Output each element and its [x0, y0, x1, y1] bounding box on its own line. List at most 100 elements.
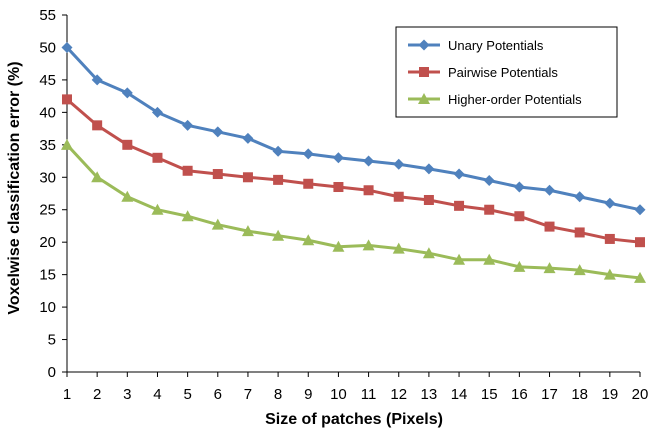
data-point: [211, 218, 224, 230]
data-point: [151, 203, 164, 215]
data-point: [182, 119, 194, 131]
x-tick-label: 17: [541, 386, 558, 403]
legend-label: Unary Potentials: [448, 38, 544, 53]
data-point: [121, 87, 133, 99]
data-point: [544, 221, 555, 232]
data-point: [422, 247, 435, 259]
x-tick-label: 4: [153, 386, 161, 403]
y-tick-label: 25: [39, 202, 56, 219]
x-tick-label: 15: [481, 386, 498, 403]
data-point: [483, 175, 495, 187]
data-point: [392, 242, 405, 254]
data-point: [121, 190, 134, 202]
data-point: [363, 155, 375, 167]
data-point: [62, 94, 72, 105]
x-tick-label: 1: [63, 386, 71, 403]
data-point: [303, 178, 314, 189]
data-point: [333, 182, 344, 193]
data-point: [574, 191, 586, 203]
data-point: [92, 120, 103, 131]
x-tick-label: 6: [214, 386, 222, 403]
data-point: [151, 106, 163, 118]
data-point: [393, 158, 405, 170]
legend-label: Higher-order Potentials: [448, 92, 582, 107]
legend-item: Higher-order Potentials: [408, 92, 582, 107]
legend-marker: [419, 67, 429, 77]
data-point: [91, 171, 104, 183]
data-point: [453, 168, 465, 180]
y-tick-label: 0: [48, 364, 56, 381]
x-tick-label: 13: [421, 386, 438, 403]
series-2: [61, 138, 646, 283]
series-0: [61, 41, 646, 216]
data-point: [241, 225, 254, 237]
x-tick-label: 9: [304, 386, 312, 403]
data-point: [273, 174, 284, 185]
data-point: [543, 262, 556, 274]
legend: Unary Potentials Pairwise Potentials Highe…: [395, 26, 618, 118]
data-point: [272, 145, 284, 157]
data-point: [152, 152, 163, 163]
y-tick-label: 5: [48, 332, 56, 349]
data-point: [604, 197, 616, 209]
data-point: [332, 152, 344, 164]
x-tick-label: 2: [93, 386, 101, 403]
data-point: [212, 126, 224, 138]
series-line: [66, 98, 641, 244]
data-point: [61, 138, 73, 150]
x-tick-label: 19: [601, 386, 618, 403]
data-point: [91, 74, 103, 86]
y-tick-label: 35: [39, 137, 56, 154]
legend-marker: [418, 93, 430, 104]
x-tick-label: 8: [274, 386, 282, 403]
data-point: [242, 132, 254, 144]
series-layer: [61, 41, 646, 283]
x-tick-label: 12: [390, 386, 407, 403]
x-axis-title: Size of patches (Pixels): [265, 411, 443, 428]
y-tick-label: 10: [39, 299, 56, 316]
series-line: [65, 46, 641, 212]
y-axis-title: Voxelwise classification error (%): [6, 61, 23, 314]
data-point: [61, 41, 73, 53]
data-point: [363, 185, 374, 196]
legend-item: Pairwise Potentials: [408, 65, 558, 80]
x-tick-label: 16: [511, 386, 528, 403]
data-point: [483, 253, 496, 265]
data-point: [544, 184, 556, 196]
data-point: [362, 239, 375, 251]
data-point: [453, 253, 466, 265]
y-tick-label: 55: [39, 7, 56, 24]
data-point: [272, 229, 285, 241]
data-point: [573, 264, 586, 276]
data-point: [604, 233, 615, 244]
data-point: [332, 240, 345, 252]
data-point: [603, 268, 616, 280]
legend-item: Unary Potentials: [408, 38, 544, 53]
data-point: [514, 211, 525, 222]
legend-marker: [418, 39, 430, 51]
y-tick-label: 40: [39, 104, 56, 121]
series-line: [65, 143, 641, 280]
data-point: [484, 204, 495, 215]
data-point: [574, 227, 585, 238]
x-tick-label: 11: [361, 386, 377, 403]
x-tick-label: 20: [632, 386, 649, 403]
data-point: [513, 181, 525, 193]
data-point: [242, 172, 253, 183]
y-tick-label: 20: [39, 234, 56, 251]
data-point: [302, 234, 315, 246]
data-point: [454, 200, 465, 211]
x-tick-label: 7: [244, 386, 252, 403]
x-tick-label: 18: [571, 386, 588, 403]
series-1: [62, 94, 645, 248]
data-point: [635, 237, 645, 248]
data-point: [181, 210, 194, 222]
data-point: [634, 271, 646, 283]
y-tick-label: 50: [39, 39, 56, 56]
data-point: [513, 260, 526, 272]
x-tick-label: 3: [123, 386, 131, 403]
y-tick-label: 45: [39, 72, 56, 89]
